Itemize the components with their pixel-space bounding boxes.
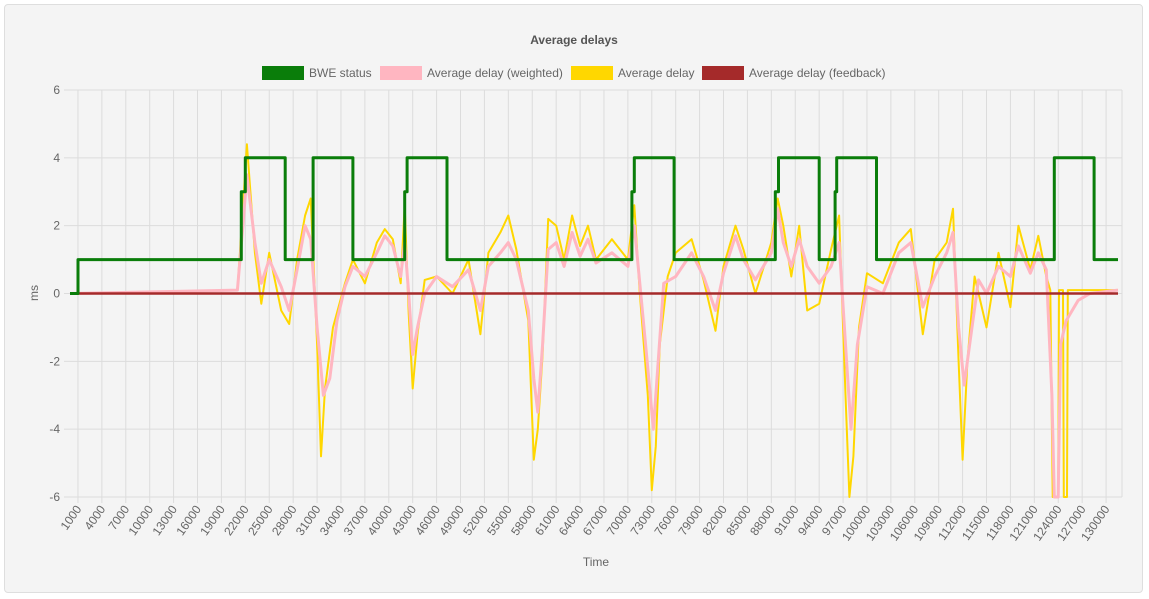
x-axis-ticks: 1000400070001000013000160001900022000250… bbox=[58, 502, 1113, 543]
y-axis-ticks: 6 4 2 0 -2 -4 -6 bbox=[49, 83, 60, 504]
avg-delay-line bbox=[69, 143, 1118, 498]
y-tick-label: -2 bbox=[49, 354, 60, 368]
legend-label: Average delay (weighted) bbox=[427, 66, 563, 80]
legend-label: BWE status bbox=[309, 66, 372, 80]
x-tick-label: 4000 bbox=[82, 502, 109, 532]
legend-swatch bbox=[380, 66, 422, 80]
chart-legend[interactable]: BWE status Average delay (weighted) Averag… bbox=[262, 66, 886, 80]
legend-label: Average delay (feedback) bbox=[749, 66, 886, 80]
legend-swatch bbox=[262, 66, 304, 80]
y-tick-label: -6 bbox=[49, 490, 60, 504]
chart-title: Average delays bbox=[530, 33, 618, 47]
y-tick-label: 0 bbox=[53, 287, 60, 301]
x-tick-label: 1000 bbox=[58, 502, 85, 532]
y-axis-title: ms bbox=[27, 285, 41, 301]
y-tick-label: 6 bbox=[53, 83, 60, 97]
legend-swatch bbox=[571, 66, 613, 80]
x-axis-title: Time bbox=[583, 555, 610, 569]
legend-avg-delay[interactable]: Average delay bbox=[571, 66, 695, 80]
y-tick-label: 2 bbox=[53, 219, 60, 233]
bwe-status-line bbox=[70, 156, 1118, 295]
chart-panel bbox=[4, 4, 1143, 593]
chart-series bbox=[69, 143, 1119, 499]
legend-avg-delay-feedback[interactable]: Average delay (feedback) bbox=[702, 66, 886, 80]
avg-delay-weighted-line bbox=[69, 173, 1119, 499]
y-tick-label: -4 bbox=[49, 422, 60, 436]
legend-label: Average delay bbox=[618, 66, 695, 80]
legend-swatch bbox=[702, 66, 744, 80]
legend-bwe-status[interactable]: BWE status bbox=[262, 66, 372, 80]
y-tick-label: 4 bbox=[53, 151, 60, 165]
legend-avg-delay-weighted[interactable]: Average delay (weighted) bbox=[380, 66, 563, 80]
